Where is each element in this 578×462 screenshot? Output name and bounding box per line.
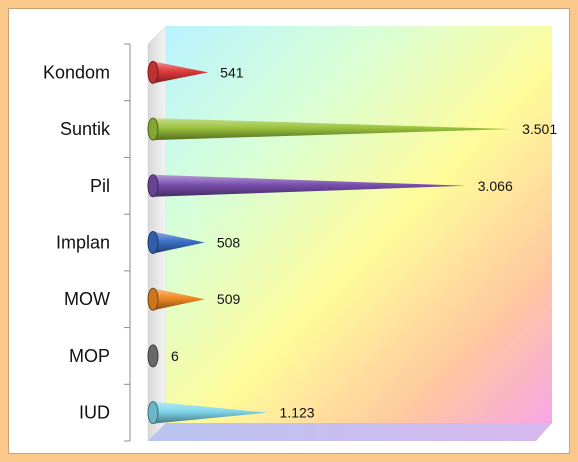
cone-bar-implan [153,231,205,254]
value-label: 3.501 [522,121,557,137]
cone-base-pil [147,174,159,198]
value-label: 6 [171,348,179,364]
category-label: Kondom [43,62,110,82]
cone-bar-suntik [153,118,511,141]
category-label: MOP [69,346,110,366]
cone-bar-iud [153,401,268,424]
value-label: 3.066 [478,178,513,194]
cone-base-mop [147,344,159,368]
category-label: Pil [90,176,110,196]
category-label: IUD [79,403,110,423]
category-label: MOW [64,289,110,309]
cone-bar-mow [153,288,205,311]
cone-bar-pil [153,174,466,197]
category-label: Suntik [60,119,111,139]
axis-ticks [124,43,130,442]
value-label: 541 [220,64,244,80]
cone-base-kondom [147,60,159,84]
cone-base-suntik [147,117,159,141]
value-label: 1.123 [280,405,315,421]
category-labels: Kondom Suntik Pil Implan MOW MOP IUD [43,62,111,422]
cone-base-implan [147,231,159,254]
cone-series [147,60,511,425]
plot-floor [148,423,552,441]
value-label: 508 [217,235,241,251]
value-label: 509 [217,291,241,307]
cone-bar-kondom [153,61,209,84]
value-labels: 541 3.501 3.066 508 509 6 1.123 [171,64,557,420]
cone-base-mow [147,287,159,311]
cone-base-iud [147,401,159,425]
plot-area [166,26,552,423]
category-label: Implan [56,233,110,253]
